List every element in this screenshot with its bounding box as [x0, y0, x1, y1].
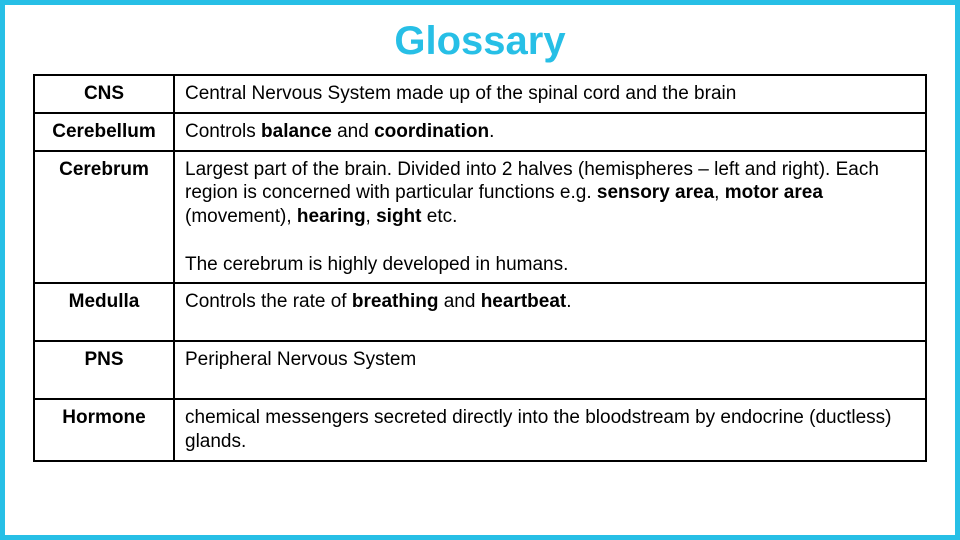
- table-row: Medulla Controls the rate of breathing a…: [34, 283, 926, 341]
- term-cell: Cerebellum: [34, 113, 174, 151]
- table-row: Cerebrum Largest part of the brain. Divi…: [34, 151, 926, 284]
- definition-cell: Controls balance and coordination.: [174, 113, 926, 151]
- definition-cell: Central Nervous System made up of the sp…: [174, 75, 926, 113]
- table-row: Hormone chemical messengers secreted dir…: [34, 399, 926, 461]
- term-cell: PNS: [34, 341, 174, 399]
- table-row: Cerebellum Controls balance and coordina…: [34, 113, 926, 151]
- term-cell: Medulla: [34, 283, 174, 341]
- glossary-table: CNS Central Nervous System made up of th…: [33, 74, 927, 462]
- term-cell: Cerebrum: [34, 151, 174, 284]
- glossary-title: Glossary: [33, 19, 927, 64]
- table-row: PNS Peripheral Nervous System: [34, 341, 926, 399]
- definition-cell: Controls the rate of breathing and heart…: [174, 283, 926, 341]
- term-cell: Hormone: [34, 399, 174, 461]
- definition-cell: Peripheral Nervous System: [174, 341, 926, 399]
- table-row: CNS Central Nervous System made up of th…: [34, 75, 926, 113]
- definition-cell: chemical messengers secreted directly in…: [174, 399, 926, 461]
- term-cell: CNS: [34, 75, 174, 113]
- definition-cell: Largest part of the brain. Divided into …: [174, 151, 926, 284]
- glossary-card: Glossary CNS Central Nervous System made…: [0, 0, 960, 540]
